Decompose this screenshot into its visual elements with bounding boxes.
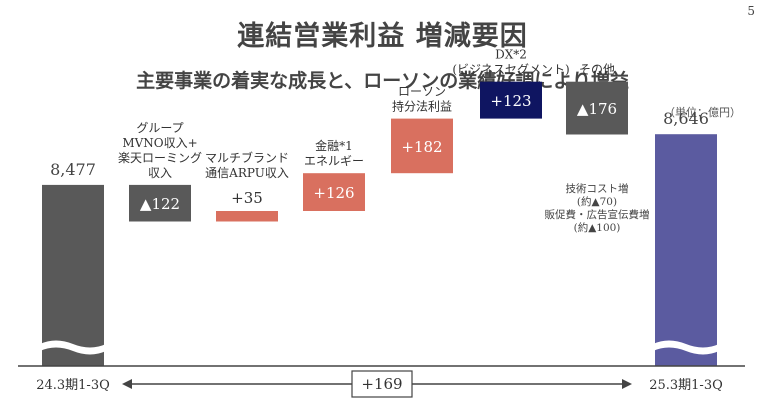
x-label-end: 25.3期1-3Q	[649, 378, 723, 393]
bar-step-6	[566, 81, 628, 135]
page-title: 連結営業利益 増減要因	[237, 21, 528, 52]
bar-step-1-label-4: 収入	[148, 166, 172, 180]
other-note-2: (約▲70)	[577, 195, 617, 208]
bar-end-value: 8,646	[663, 109, 709, 128]
bar-start-value: 8,477	[50, 160, 96, 179]
bar-step-5-value: +123	[490, 92, 531, 110]
bar-step-4-label-1: ローソン	[398, 85, 446, 99]
bar-step-3-label-1: 金融*1	[315, 138, 353, 153]
bar-step-1-label-1: グループ	[136, 121, 183, 135]
diff-value: +169	[361, 375, 402, 393]
other-note-1: 技術コスト増	[566, 182, 629, 195]
bar-step-3-label-2: エネルギー	[304, 154, 364, 168]
bar-step-1-label-3: 楽天ローミング	[118, 151, 202, 165]
other-note-3: 販促費・広告宣伝費増	[545, 208, 650, 221]
bar-end	[655, 134, 717, 366]
bar-step-1	[129, 184, 191, 222]
diff-box	[351, 370, 413, 398]
bar-step-2-label-1: マルチブランド	[205, 150, 289, 165]
bar-step-4	[391, 118, 453, 174]
diff-arrow-left-head	[122, 379, 132, 389]
bar-step-5-label-1: DX*2	[495, 48, 527, 62]
bar-step-2	[216, 211, 278, 222]
bar-step-4-value: +182	[401, 138, 442, 156]
axis-break-end	[653, 340, 719, 355]
page-number: 5	[747, 4, 755, 18]
bar-step-5-label-2: (ビジネスセグメント)	[452, 63, 569, 77]
bar-step-2-value: +35	[231, 189, 263, 207]
bar-step-4-label-2: 持分法利益	[392, 99, 452, 114]
bar-step-5	[480, 81, 542, 119]
unit-label: （単位：億円）	[664, 106, 741, 119]
bar-start	[42, 184, 104, 366]
bar-step-1-label-2: MVNO収入+	[122, 136, 197, 150]
bar-step-3	[303, 173, 365, 211]
bar-step-3-value: +126	[313, 184, 354, 202]
bar-step-6-label-1: その他	[579, 63, 615, 77]
bar-step-1-value: ▲122	[140, 195, 180, 213]
axis-break-start	[40, 340, 106, 355]
bar-step-2-label-2: 通信ARPU収入	[205, 166, 289, 180]
x-label-start: 24.3期1-3Q	[36, 378, 110, 393]
bar-step-6-value: ▲176	[577, 100, 617, 118]
diff-arrow-right-head	[622, 379, 632, 389]
other-note-4: (約▲100)	[574, 221, 621, 234]
